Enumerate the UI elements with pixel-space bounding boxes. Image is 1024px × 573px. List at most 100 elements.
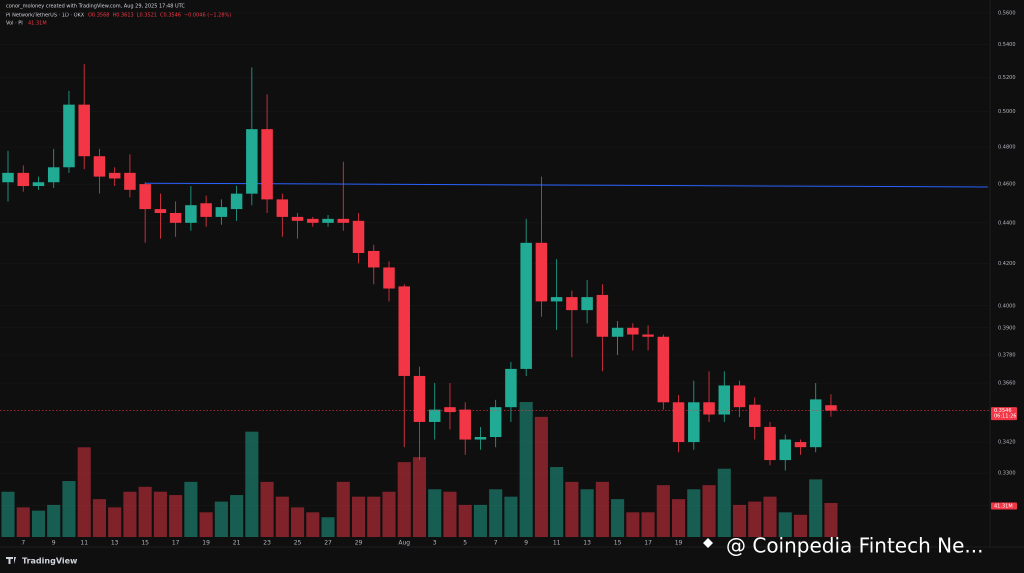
- candle-body: [611, 327, 624, 337]
- candle-body: [413, 375, 426, 422]
- candle-body: [261, 129, 273, 200]
- candle-body: [78, 104, 90, 157]
- candle-body: [154, 209, 167, 213]
- candle-body: [520, 242, 532, 369]
- candle-body: [642, 334, 654, 337]
- candle-body: [383, 267, 395, 289]
- candle-body: [307, 218, 319, 223]
- x-tick-label: 27: [324, 540, 332, 547]
- volume-bar: [397, 462, 411, 537]
- volume-bar: [245, 431, 259, 537]
- volume-bar: [672, 499, 686, 537]
- y-tick-label: 0.5000: [998, 109, 1016, 115]
- y-tick-label: 0.3300: [998, 471, 1016, 477]
- candle-body: [246, 129, 258, 194]
- x-tick-label: 21: [233, 540, 241, 547]
- y-tick-label: 0.3780: [998, 352, 1016, 358]
- symbol: PI Network/TetherUS · 1D · OKX: [6, 13, 85, 19]
- candle-body: [291, 216, 304, 221]
- candle-body: [108, 172, 121, 179]
- x-tick-label: Aug: [398, 540, 410, 547]
- volume-bar: [412, 457, 427, 537]
- volume-bar: [138, 486, 152, 537]
- candle-body: [368, 250, 380, 268]
- volume-badge-label: 41.31M: [994, 504, 1013, 510]
- y-tick-label: 0.4200: [998, 261, 1016, 267]
- y-tick-label: 0.4600: [998, 182, 1016, 188]
- candle-body: [200, 203, 212, 217]
- candle-body: [764, 426, 776, 461]
- volume-bar: [702, 485, 716, 537]
- credit: conor_moloney created with TradingView.c…: [6, 4, 185, 10]
- x-tick-label: 5: [463, 540, 467, 547]
- candle-body: [398, 286, 410, 376]
- candle-body: [17, 172, 29, 187]
- x-tick-label: 17: [644, 540, 652, 547]
- candle-body: [169, 212, 182, 223]
- y-tick-label: 0.4800: [998, 145, 1016, 151]
- volume-bar: [92, 499, 106, 537]
- volume-bar: [123, 491, 137, 537]
- x-tick-label: 29: [355, 540, 363, 547]
- last-price-badge: [991, 407, 1017, 421]
- candle-body: [718, 385, 731, 415]
- volume-bar: [47, 504, 61, 537]
- candle-body: [139, 184, 151, 210]
- volume-bar: [580, 489, 594, 537]
- x-tick-label: 25: [294, 540, 302, 547]
- watermark-logo: [703, 538, 713, 548]
- volume-bar: [611, 499, 625, 537]
- x-tick-label: 23: [263, 540, 271, 547]
- volume-bar: [809, 479, 823, 537]
- x-tick-label: 7: [21, 540, 25, 547]
- y-tick-label: 0.4000: [998, 303, 1016, 309]
- volume-bar: [1, 491, 15, 537]
- candle-body: [825, 405, 837, 411]
- volume-bar: [184, 481, 198, 537]
- candle-body: [474, 436, 487, 440]
- candle-body: [2, 172, 14, 183]
- x-tick-label: 15: [614, 540, 622, 547]
- candle-body: [505, 368, 517, 408]
- volume-bar: [824, 503, 838, 537]
- candle-body: [276, 199, 289, 217]
- volume-bar: [367, 496, 381, 537]
- volume-bar: [199, 512, 213, 537]
- candle-body: [352, 220, 365, 253]
- volume-bar: [153, 491, 167, 537]
- last-price-label: 0.3546: [994, 408, 1012, 414]
- trendline: [145, 182, 989, 188]
- header-value: C0.3546: [160, 13, 181, 19]
- candle-body: [32, 182, 45, 187]
- volume-bar: [626, 512, 640, 537]
- candle-body: [809, 399, 822, 448]
- x-tick-label: 7: [494, 540, 498, 547]
- volume-bar: [519, 402, 533, 537]
- x-tick-label: 15: [141, 540, 149, 547]
- volume-bar: [778, 512, 792, 537]
- candle-body: [596, 294, 609, 337]
- volume-bar: [31, 510, 46, 537]
- candle-body: [566, 297, 578, 311]
- volume-bar: [748, 501, 762, 537]
- candle-body: [489, 407, 502, 437]
- candle-body: [428, 409, 441, 422]
- volume-bar: [428, 489, 442, 537]
- volume-bar: [77, 447, 91, 537]
- x-tick-label: 11: [553, 540, 561, 547]
- volume-bar: [214, 501, 228, 537]
- y-tick-label: 0.5600: [998, 10, 1016, 16]
- y-tick-label: 0.5200: [998, 75, 1016, 81]
- candle-body: [322, 218, 334, 223]
- brand: TradingView: [22, 557, 78, 566]
- volume-bar: [793, 514, 808, 537]
- volume-bar: [458, 504, 472, 537]
- volume-bar: [291, 507, 305, 537]
- volume-bar: [550, 467, 564, 537]
- candle-body: [688, 402, 700, 443]
- volume-bar: [473, 504, 487, 537]
- volume-bar: [382, 491, 396, 537]
- volume-bar: [443, 491, 457, 537]
- header-value: H0.3613: [112, 13, 133, 19]
